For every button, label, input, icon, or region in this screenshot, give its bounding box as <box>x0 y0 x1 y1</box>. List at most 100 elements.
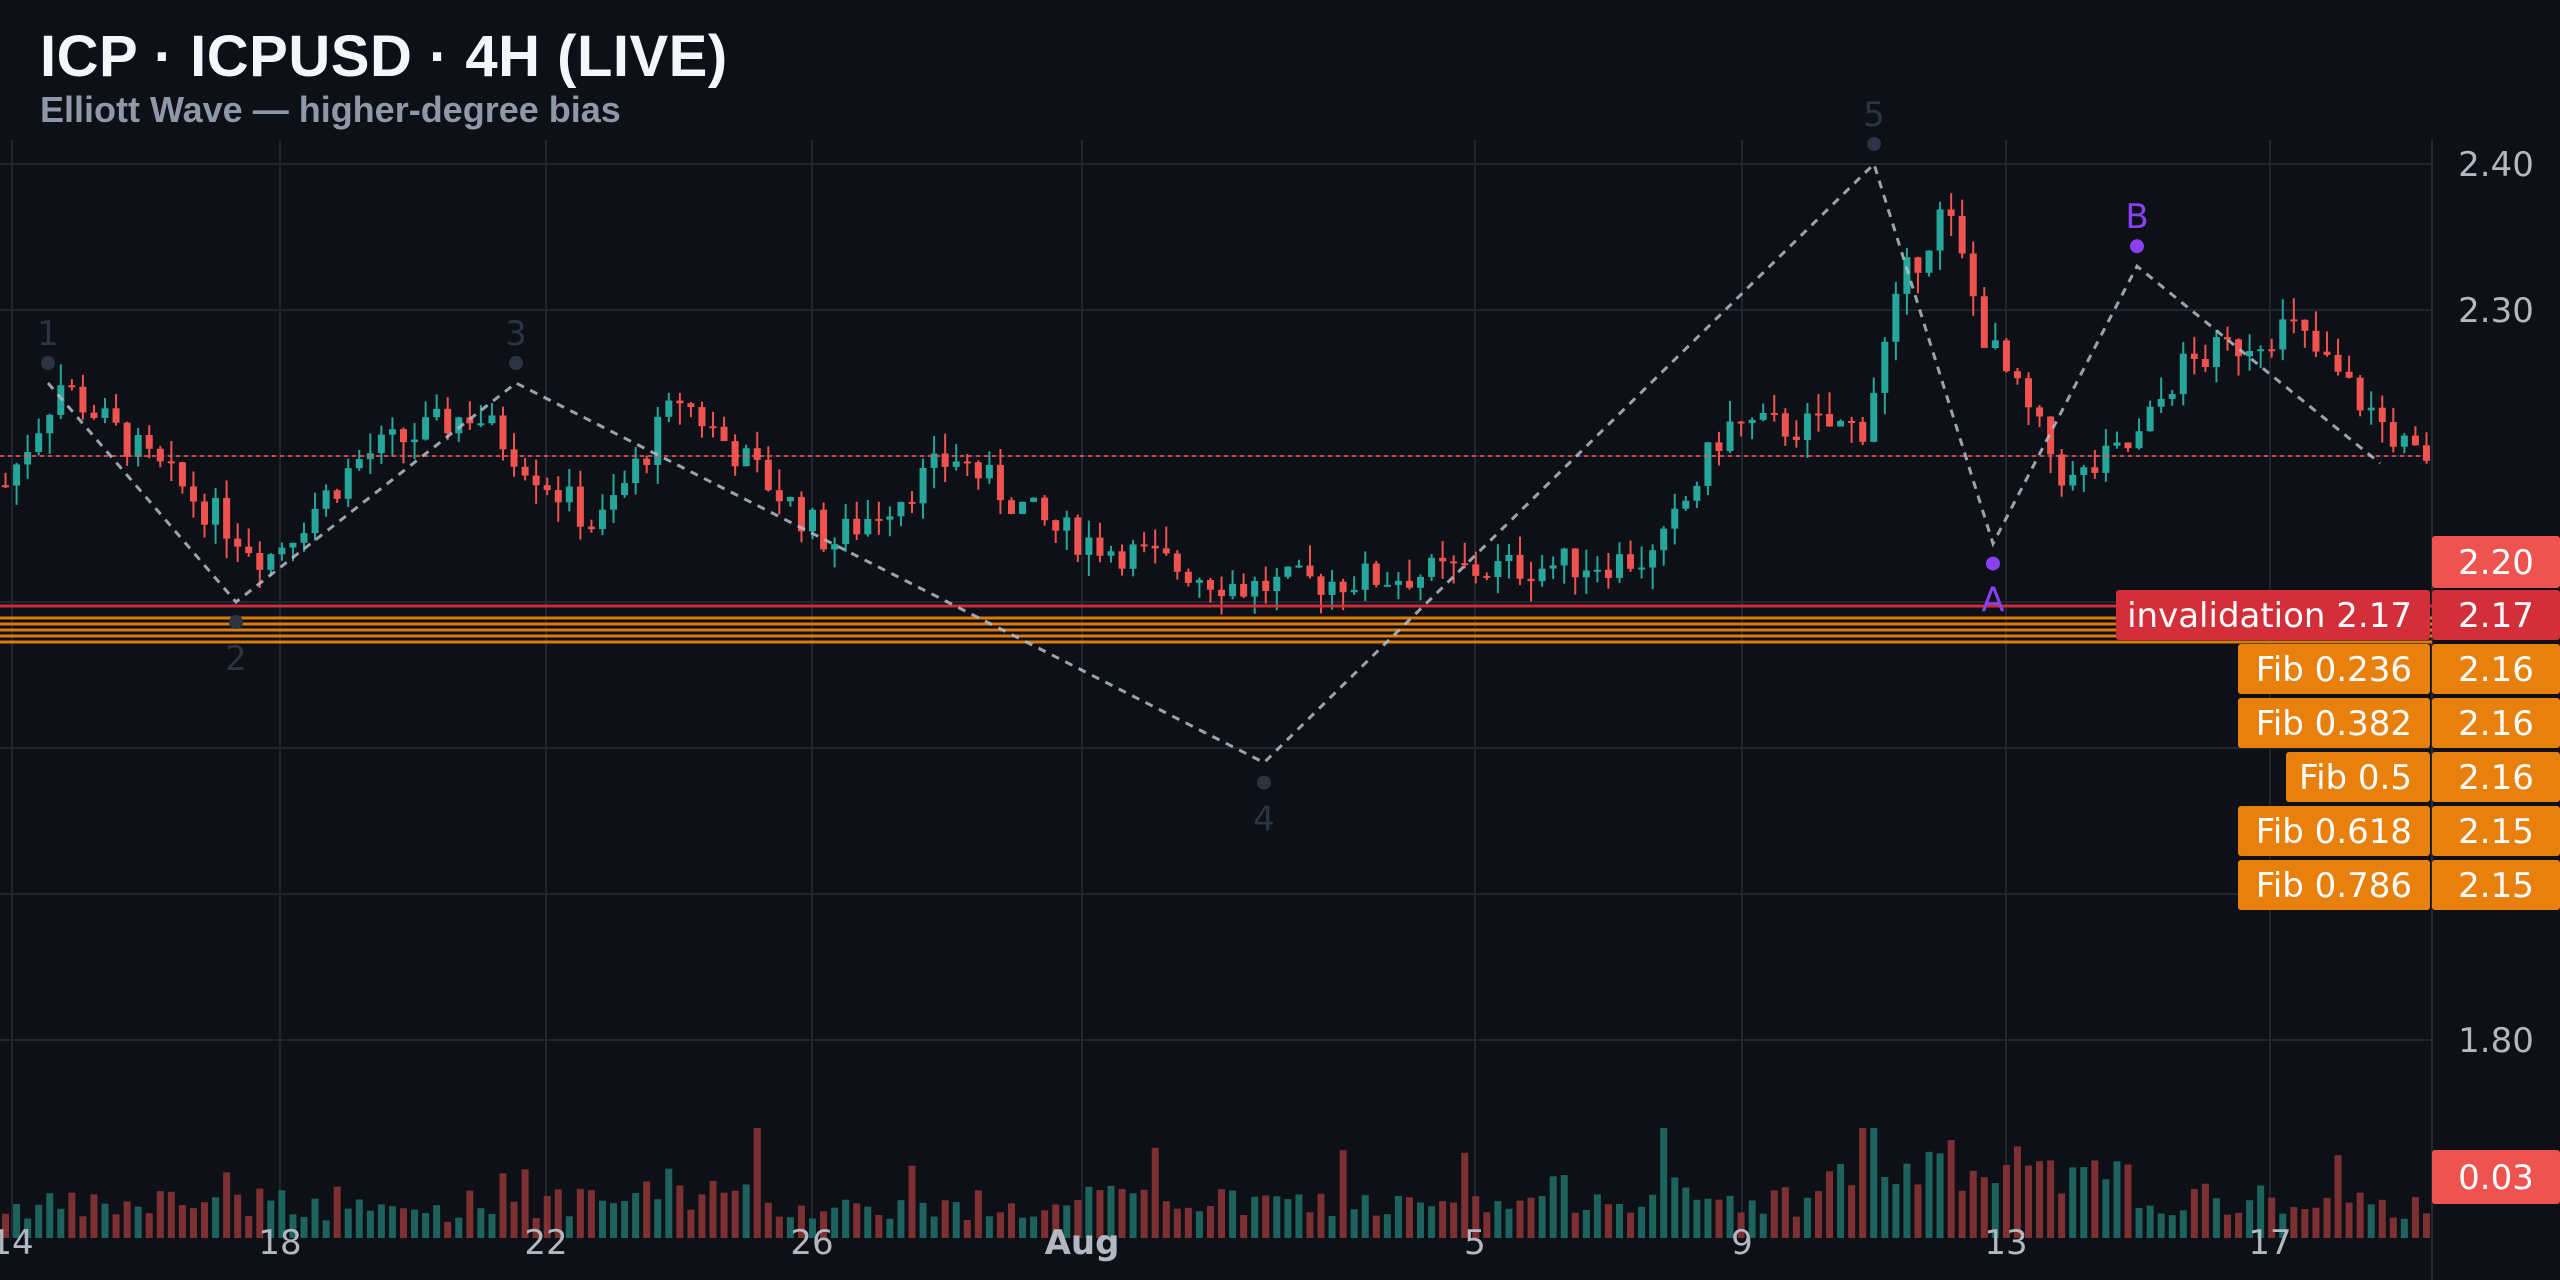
candle <box>709 411 717 438</box>
candle-body <box>2113 442 2121 446</box>
candle-body <box>1129 544 1137 569</box>
candle <box>2212 329 2220 383</box>
candle <box>598 494 606 536</box>
candle-body <box>687 403 695 408</box>
candle <box>2168 389 2176 406</box>
volume-bar <box>2036 1161 2044 1238</box>
wave-label-B: B <box>2125 197 2148 237</box>
volume-bar <box>853 1203 861 1238</box>
volume-bar <box>1991 1183 1999 1238</box>
volume-bar <box>687 1209 695 1238</box>
volume-bar <box>35 1204 43 1238</box>
candle-body <box>831 544 839 550</box>
candle <box>543 477 551 496</box>
volume-bar <box>13 1203 21 1238</box>
volume-bar <box>79 1216 87 1238</box>
volume-bar <box>1195 1211 1203 1238</box>
level-label-5-bg <box>2238 860 2430 910</box>
level-label-0: invalidation 2.17 <box>2116 590 2430 640</box>
volume-bar <box>632 1192 640 1238</box>
candle-body <box>930 453 938 468</box>
volume-bar <box>2235 1212 2243 1238</box>
elliott-wave-lines: 1 2 3 4 5 A B <box>37 95 2381 840</box>
volume-bar <box>643 1181 651 1238</box>
y-tick-label: 2.40 <box>2458 145 2534 185</box>
candle <box>2389 407 2397 453</box>
candle <box>2400 433 2408 454</box>
volume-bar <box>1604 1204 1612 1238</box>
candle <box>278 542 286 561</box>
candle-body <box>1936 209 1944 251</box>
candle-body <box>2323 351 2331 355</box>
volume-bar <box>1748 1200 1756 1238</box>
level-label-3-bg <box>2286 752 2430 802</box>
wave-dot-A <box>1986 556 2000 571</box>
volume-bar <box>1737 1212 1745 1238</box>
candle-body <box>2411 435 2419 446</box>
volume-bar <box>433 1205 441 1238</box>
candle <box>2422 432 2430 464</box>
candle-body <box>278 547 286 555</box>
candle-body <box>510 449 518 467</box>
candle <box>1638 546 1646 579</box>
volume-bar <box>1826 1171 1834 1238</box>
volume-bar <box>908 1165 916 1238</box>
candle-body <box>2422 445 2430 461</box>
candle <box>587 519 595 533</box>
candle-body <box>554 490 562 503</box>
candle-body <box>2378 407 2386 423</box>
volume-bar <box>1527 1197 1535 1238</box>
volume-bar <box>322 1220 330 1238</box>
candle-body <box>598 509 606 530</box>
volume-bar <box>145 1213 153 1238</box>
candle-body <box>1803 413 1811 440</box>
volume-bar <box>1803 1197 1811 1238</box>
candle-body <box>985 464 993 479</box>
candle-body <box>2356 377 2364 411</box>
volume-badge-bg <box>2432 1150 2560 1204</box>
candle <box>212 487 220 544</box>
level-label-2-text: Fib 0.382 <box>2256 704 2412 744</box>
candle-body <box>2223 337 2231 340</box>
candle <box>1792 420 1800 448</box>
volume-bar <box>1494 1201 1502 1238</box>
candle-body <box>1173 553 1181 572</box>
volume-bar <box>1980 1177 1988 1238</box>
candle-body <box>897 501 905 517</box>
level-value-4-text: 2.15 <box>2458 812 2534 852</box>
volume-bar <box>1516 1200 1524 1238</box>
volume-bar <box>2301 1209 2309 1238</box>
candle <box>123 421 131 466</box>
x-tick-label: 17 <box>2248 1223 2291 1263</box>
volume-bar <box>1903 1163 1911 1238</box>
volume-badge-text: 0.03 <box>2458 1158 2534 1198</box>
candle <box>2411 426 2419 446</box>
candle <box>1969 241 1977 316</box>
volume-bar <box>1206 1206 1214 1238</box>
volume-bar <box>886 1218 894 1238</box>
candle <box>1173 550 1181 580</box>
volume-bar <box>941 1200 949 1238</box>
volume-bar <box>2323 1197 2331 1238</box>
candle <box>576 470 584 540</box>
volume-bar <box>1350 1209 1358 1238</box>
candle-body <box>1671 508 1679 529</box>
volume-bar <box>355 1199 363 1238</box>
candle-body <box>952 461 960 467</box>
wave-label-5: 5 <box>1863 95 1885 135</box>
volume-bar <box>2367 1204 2375 1238</box>
candle-body <box>466 417 474 424</box>
volume-bar <box>1140 1189 1148 1238</box>
volume-bar <box>676 1185 684 1238</box>
candle <box>554 476 562 522</box>
volume-bar <box>742 1184 750 1238</box>
volume-bar <box>1306 1212 1314 1238</box>
candle-body <box>1074 517 1082 555</box>
volume-bar <box>753 1128 761 1238</box>
candle-body <box>919 467 927 504</box>
candle-body <box>941 453 949 467</box>
candle-body <box>1063 517 1071 531</box>
candle <box>1383 571 1391 587</box>
candle <box>1494 544 1502 594</box>
